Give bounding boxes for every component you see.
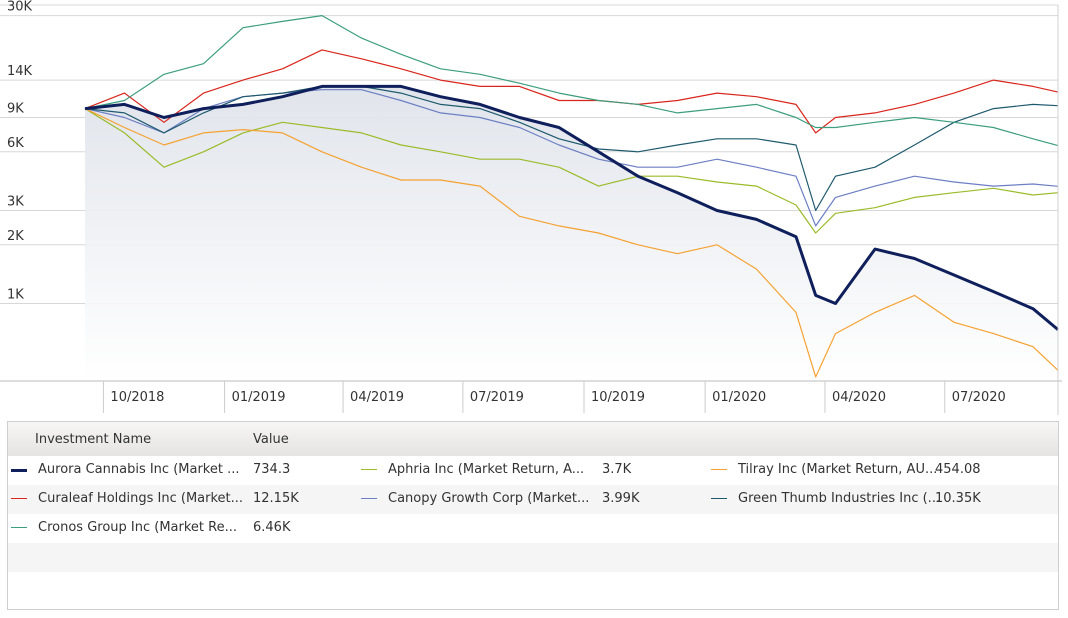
legend-header: Investment Name Value <box>8 422 1058 456</box>
legend-row: Cronos Group Inc (Market Re... 6.46K <box>8 514 1058 543</box>
y-tick-label: 3K <box>7 194 24 209</box>
legend-item[interactable]: Tilray Inc (Market Return, AU... 454.08 <box>711 456 1051 485</box>
legend-series-name: Cronos Group Inc (Market Re... <box>38 520 237 535</box>
legend-swatch <box>11 469 27 472</box>
x-tick-label: 01/2020 <box>712 390 766 405</box>
x-tick-label: 01/2019 <box>232 390 286 405</box>
series-line-green <box>84 85 1059 212</box>
legend-swatch <box>11 527 27 528</box>
series-line-aphria <box>84 108 1059 234</box>
legend-row <box>8 543 1058 572</box>
legend-series-value: 734.3 <box>253 462 291 477</box>
legend-series-name: Tilray Inc (Market Return, AU... <box>738 462 938 477</box>
legend-item[interactable]: Aurora Cannabis Inc (Market ... 734.3 <box>11 456 351 485</box>
highlight-area <box>85 86 1058 382</box>
legend-swatch <box>361 498 377 499</box>
axes: 30K 14K 9K 6K 3K 2K 1K 10/2018 01/2019 04/2019 07/… <box>0 0 1062 415</box>
x-tick-label: 10/2018 <box>110 390 164 405</box>
legend-series-name: Curaleaf Holdings Inc (Market... <box>38 491 244 506</box>
legend-swatch <box>711 469 727 470</box>
legend-series-name: Aurora Cannabis Inc (Market ... <box>38 462 240 477</box>
series-line-cronos <box>84 15 1059 147</box>
aurora-area <box>85 86 1058 382</box>
legend-item[interactable]: Cronos Group Inc (Market Re... 6.46K <box>11 514 351 543</box>
x-tick-label: 07/2019 <box>470 390 524 405</box>
legend-item[interactable]: Curaleaf Holdings Inc (Market... 12.15K <box>11 485 351 514</box>
legend-series-value: 10.35K <box>935 491 981 506</box>
legend-series-value: 12.15K <box>253 491 299 506</box>
legend-series-name: Canopy Growth Corp (Market... <box>388 491 590 506</box>
x-tick-label: 10/2019 <box>591 390 645 405</box>
x-tick-label: 04/2020 <box>832 390 886 405</box>
y-tick-label: 2K <box>7 229 24 244</box>
x-tick-label: 07/2020 <box>952 390 1006 405</box>
x-tick-label: 04/2019 <box>350 390 404 405</box>
series-line-tilray <box>84 108 1059 378</box>
y-tick-label: 14K <box>7 64 33 79</box>
legend-swatch <box>11 498 27 499</box>
series-line-aurora <box>84 84 1059 331</box>
legend-item[interactable]: Green Thumb Industries Inc (... 10.35K <box>711 485 1051 514</box>
legend-series-value: 3.99K <box>602 491 640 506</box>
legend-row <box>8 572 1058 601</box>
legend-series-name: Green Thumb Industries Inc (... <box>738 491 941 506</box>
legend-row: Aurora Cannabis Inc (Market ... 734.3 Aphr… <box>8 456 1058 485</box>
legend-series-name: Aphria Inc (Market Return, A... <box>388 462 585 477</box>
legend-item[interactable]: Canopy Growth Corp (Market... 3.99K <box>361 485 701 514</box>
legend-table: Investment Name Value Aurora Cannabis In… <box>7 421 1059 610</box>
y-tick-label: 6K <box>7 136 24 151</box>
legend-swatch <box>711 498 727 499</box>
legend-swatch <box>361 469 377 470</box>
legend-row: Curaleaf Holdings Inc (Market... 12.15K Ca… <box>8 485 1058 514</box>
y-tick-label: 9K <box>7 101 24 116</box>
legend-series-value: 6.46K <box>253 520 291 535</box>
header-value: Value <box>253 432 289 447</box>
legend-series-value: 454.08 <box>935 462 981 477</box>
series-lines <box>84 15 1059 378</box>
header-investment-name: Investment Name <box>35 432 152 447</box>
legend-series-value: 3.7K <box>602 462 632 477</box>
y-tick-label: 1K <box>7 287 24 302</box>
legend-item[interactable]: Aphria Inc (Market Return, A... 3.7K <box>361 456 701 485</box>
y-tick-label: 30K <box>7 0 33 15</box>
line-chart: 30K 14K 9K 6K 3K 2K 1K 10/2018 01/2019 04/2019 07/… <box>0 0 1062 415</box>
